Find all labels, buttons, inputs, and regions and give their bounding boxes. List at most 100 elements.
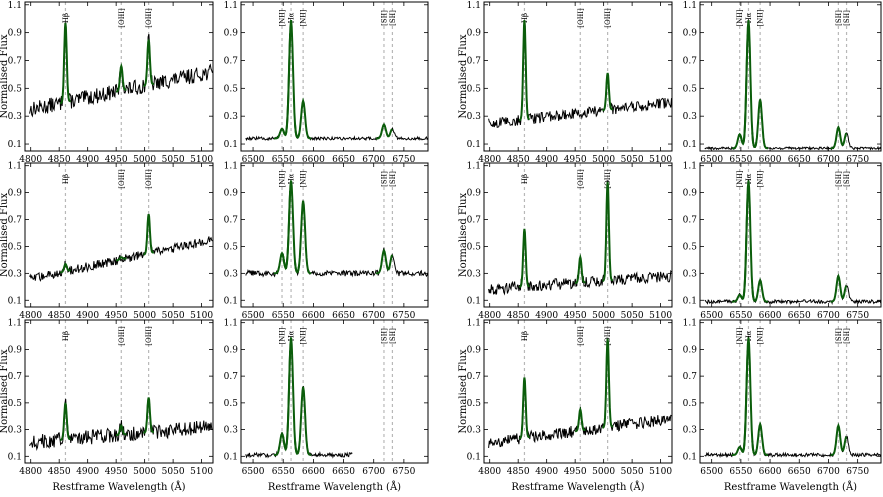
ytick-label-p5: 0.1 bbox=[8, 296, 22, 306]
ytick-label-p6: 0.3 bbox=[224, 269, 239, 279]
xtick-label-p7: 4950 bbox=[564, 311, 587, 321]
xtick-label-p10: 6750 bbox=[392, 467, 415, 477]
xtick-label-p11: 5100 bbox=[649, 467, 672, 477]
ytick-label-p2: 0.9 bbox=[224, 29, 239, 39]
xtick-label-p2: 6750 bbox=[392, 155, 415, 165]
xtick-label-p8: 6600 bbox=[759, 311, 782, 321]
ytick-label-p9: 0.1 bbox=[8, 452, 22, 462]
fit-p8-2 bbox=[751, 277, 768, 303]
axes-frame-p10 bbox=[240, 319, 429, 464]
fit-p1-1 bbox=[115, 62, 127, 93]
axes-frame-p5 bbox=[24, 162, 214, 308]
line-label-p6-4: [SII] bbox=[389, 171, 397, 187]
line-label-p8-4: [SII] bbox=[843, 171, 851, 187]
ytick-label-p1: 0.1 bbox=[8, 140, 22, 150]
xtick-label-p10: 6500 bbox=[242, 467, 265, 477]
fit-p7-1 bbox=[574, 253, 586, 284]
ytick-label-p11: 1.1 bbox=[467, 319, 481, 329]
line-label-p9-0: Hβ bbox=[62, 331, 70, 341]
ytick-label-p7: 1.1 bbox=[467, 162, 481, 172]
xtick-label-p6: 6650 bbox=[332, 311, 355, 321]
ytick-label-p3: 0.3 bbox=[467, 112, 482, 122]
xtick-label-p3: 5000 bbox=[592, 155, 615, 165]
line-label-p2-3: [SII] bbox=[380, 10, 388, 26]
xtick-label-p2: 6550 bbox=[272, 155, 295, 165]
xtick-label-p5: 4950 bbox=[105, 311, 128, 321]
line-label-p4-1: Hα bbox=[745, 12, 753, 23]
ytick-label-p10: 0.7 bbox=[224, 372, 239, 382]
ytick-label-p3: 0.5 bbox=[467, 84, 482, 94]
ytick-label-p8: 0.7 bbox=[683, 216, 698, 226]
xtick-label-p11: 4850 bbox=[507, 467, 530, 477]
xtick-label-p6: 6750 bbox=[392, 311, 415, 321]
panel-p11: Hβ [OIII] [OIII] 0.1 0.3 0.5 0.7 0.9 1.1 4800 4850… bbox=[458, 319, 673, 493]
ytick-label-p11: 0.9 bbox=[467, 345, 482, 355]
xtick-label-p7: 5000 bbox=[592, 311, 615, 321]
ytick-label-p2: 0.1 bbox=[224, 140, 238, 150]
ytick-label-p11: 0.1 bbox=[467, 452, 481, 462]
panel-p12: [NII] Hα [NII] [SII] [SII]0.10.30.50.70.91.1… bbox=[683, 319, 882, 493]
fit-p4-3 bbox=[830, 125, 848, 150]
xtick-label-p1: 4800 bbox=[19, 155, 42, 165]
line-label-p8-0: [NII] bbox=[736, 170, 744, 187]
axes-frame-p1 bbox=[24, 1, 214, 152]
ytick-label-p6: 1.1 bbox=[224, 162, 238, 172]
line-label-p9-1: [OIII] bbox=[118, 326, 126, 346]
axes-frame-p8 bbox=[699, 162, 882, 308]
xtick-label-p6: 6550 bbox=[272, 311, 295, 321]
ytick-label-p4: 1.1 bbox=[683, 1, 697, 11]
axes-frame-p4 bbox=[699, 1, 882, 152]
panel-p8: [NII] Hα [NII] [SII] [SII]0.10.30.50.70.91.1… bbox=[683, 162, 882, 321]
line-label-p2-1: Hα bbox=[288, 12, 296, 23]
xtick-label-p2: 6650 bbox=[332, 155, 355, 165]
ytick-label-p12: 0.3 bbox=[683, 426, 698, 436]
line-label-p1-2: [OIII] bbox=[145, 8, 153, 28]
xtick-label-p8: 6650 bbox=[788, 311, 811, 321]
ytick-label-p7: 0.1 bbox=[467, 296, 481, 306]
line-label-p4-3: [SII] bbox=[835, 10, 843, 26]
axes-frame-p9 bbox=[24, 319, 214, 464]
spectrum-p2 bbox=[245, 20, 428, 142]
ytick-label-p12: 0.1 bbox=[683, 452, 697, 462]
line-label-p8-2: [NII] bbox=[757, 170, 765, 187]
ytick-label-p7: 0.9 bbox=[467, 189, 482, 199]
spectrum-p3 bbox=[488, 22, 672, 128]
line-label-p7-0: Hβ bbox=[521, 174, 529, 184]
line-label-p10-4: [SII] bbox=[389, 328, 397, 344]
line-label-p6-1: Hα bbox=[288, 173, 296, 184]
fit-p9-2 bbox=[143, 397, 154, 434]
ytick-label-p4: 0.9 bbox=[683, 29, 698, 39]
line-label-p11-1: [OIII] bbox=[577, 326, 585, 346]
xtick-label-p7: 4900 bbox=[535, 311, 558, 321]
y-axis-label-p3: Normalised Flux bbox=[458, 34, 469, 119]
xtick-label-p1: 5000 bbox=[133, 155, 156, 165]
xtick-label-p5: 4900 bbox=[76, 311, 99, 321]
line-label-p6-0: [NII] bbox=[279, 170, 287, 187]
panel-p10: [NII] Hα [NII] [SII] [SII]0.10.30.50.70.91.1… bbox=[224, 319, 429, 493]
x-axis-label-p9: Restframe Wavelength (Å) bbox=[52, 481, 185, 493]
xtick-label-p12: 6550 bbox=[729, 467, 752, 477]
panel-p3: Hβ [OIII] [OIII] 0.1 0.3 0.5 0.7 0.9 1.1 4800 4850… bbox=[458, 1, 673, 165]
line-label-p6-3: [SII] bbox=[380, 171, 388, 187]
fit-p1-2 bbox=[143, 39, 154, 88]
ytick-label-p12: 0.5 bbox=[683, 399, 698, 409]
xtick-label-p1: 4900 bbox=[76, 155, 99, 165]
fit-p11-1 bbox=[574, 406, 586, 433]
xtick-label-p12: 6650 bbox=[788, 467, 811, 477]
line-label-p5-1: [OIII] bbox=[118, 169, 126, 189]
ytick-label-p2: 0.3 bbox=[224, 112, 239, 122]
xtick-label-p4: 6500 bbox=[700, 155, 723, 165]
ytick-label-p4: 0.1 bbox=[683, 140, 697, 150]
fit-p6-1 bbox=[282, 180, 301, 274]
line-label-p7-2: [OIII] bbox=[604, 169, 612, 189]
fit-p8-3 bbox=[830, 273, 848, 303]
xtick-label-p5: 5000 bbox=[133, 311, 156, 321]
xtick-label-p9: 5100 bbox=[190, 467, 213, 477]
spectrum-p8 bbox=[704, 179, 881, 306]
fit-p7-2 bbox=[602, 181, 614, 282]
xtick-label-p7: 5050 bbox=[621, 311, 644, 321]
axes-frame-p2 bbox=[240, 1, 429, 152]
ytick-label-p8: 0.3 bbox=[683, 269, 698, 279]
y-axis-label-p11: Normalised Flux bbox=[458, 349, 469, 434]
xtick-label-p9: 5000 bbox=[133, 467, 156, 477]
